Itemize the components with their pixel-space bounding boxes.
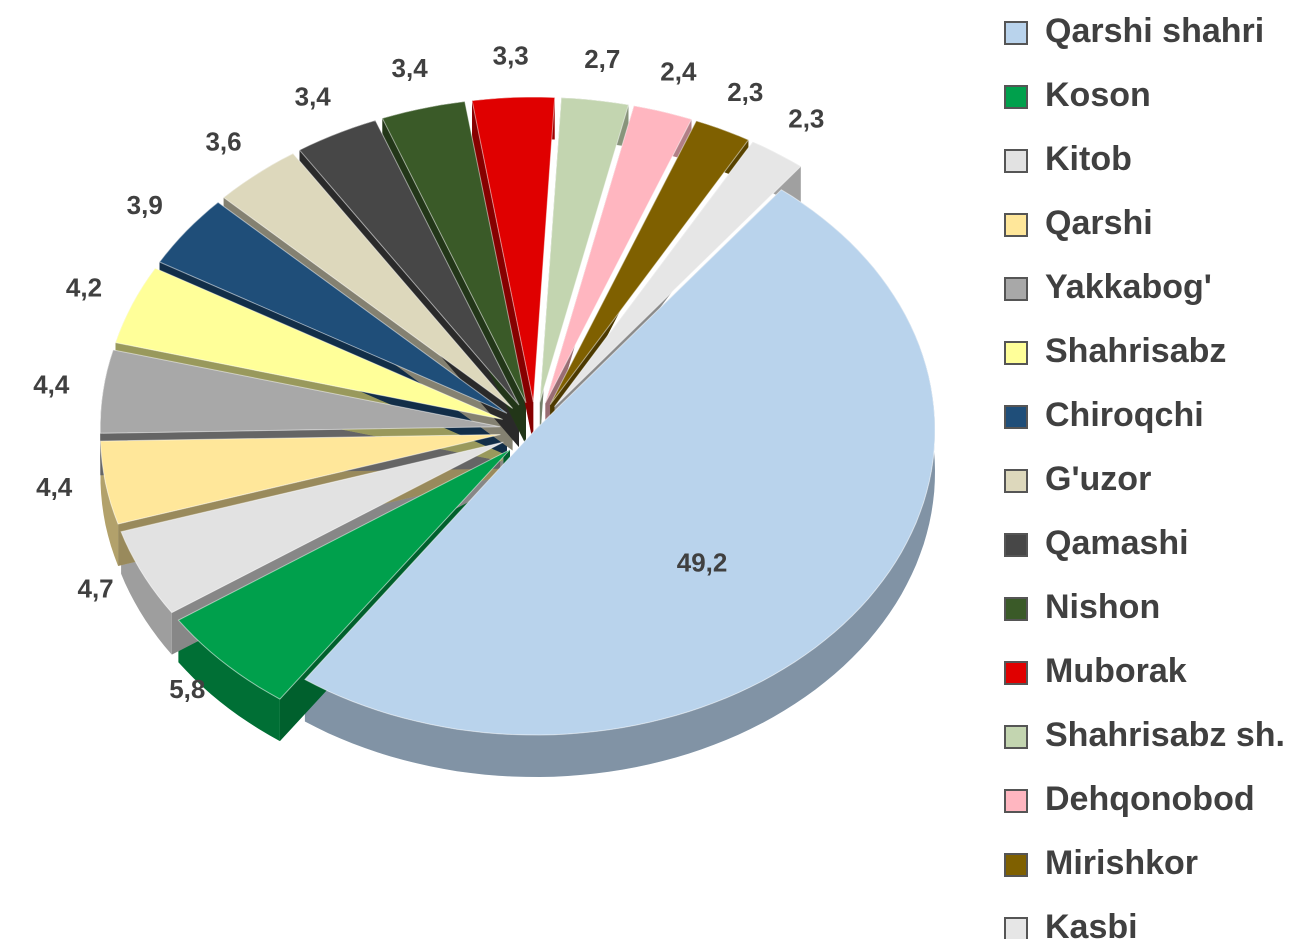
legend-swatch — [1004, 149, 1028, 173]
legend-swatch — [1004, 725, 1028, 749]
slice — [539, 97, 630, 403]
legend-swatch — [1004, 277, 1028, 301]
data-label: 2,3 — [788, 103, 824, 133]
data-label: 3,3 — [493, 41, 529, 71]
legend-swatch — [1004, 469, 1028, 493]
data-label: 2,4 — [660, 57, 697, 87]
slice-side-shade — [178, 620, 280, 742]
slice-side — [178, 620, 280, 742]
legend-label: Qarshi shahri — [1045, 12, 1264, 50]
legend-label: Dehqonobod — [1045, 780, 1255, 818]
legend-label: Qamashi — [1045, 524, 1189, 562]
slice — [544, 105, 693, 404]
data-label: 49,2 — [677, 547, 728, 577]
data-label: 4,4 — [36, 472, 73, 502]
legend-swatch — [1004, 21, 1028, 45]
legend-swatch — [1004, 789, 1028, 813]
legend-swatch — [1004, 341, 1028, 365]
slice — [99, 434, 501, 525]
legend-label: Shahrisabz — [1045, 332, 1226, 370]
slice-side-shade — [304, 189, 935, 777]
slice-side — [304, 189, 935, 777]
slice — [381, 100, 527, 404]
data-label: 4,4 — [33, 370, 70, 400]
legend-label: Kitob — [1045, 140, 1132, 178]
data-label: 3,9 — [127, 190, 163, 220]
legend-swatch — [1004, 597, 1028, 621]
slice — [177, 449, 511, 700]
legend-swatch — [1004, 853, 1028, 877]
legend-label: Yakkabog' — [1045, 268, 1212, 306]
legend-swatch — [1004, 917, 1028, 939]
legend-label: Qarshi — [1045, 204, 1153, 242]
data-label: 2,3 — [727, 77, 763, 107]
slice — [120, 441, 504, 614]
slice — [222, 152, 513, 409]
legend-swatch — [1004, 661, 1028, 685]
slice — [158, 201, 508, 414]
legend-label: Muborak — [1045, 652, 1187, 690]
legend-label: Kasbi — [1045, 908, 1138, 939]
legend-label: Koson — [1045, 76, 1151, 114]
slice-side — [121, 531, 172, 655]
legend-swatch — [1004, 213, 1028, 237]
data-label: 3,4 — [295, 81, 332, 111]
slice — [549, 120, 750, 405]
slice-side — [100, 441, 119, 566]
legend-label: Nishon — [1045, 588, 1160, 626]
slice — [99, 349, 501, 434]
legend-swatch — [1004, 85, 1028, 109]
legend-label: G'uzor — [1045, 460, 1151, 498]
slice-wall — [472, 100, 534, 444]
slice — [554, 141, 802, 408]
data-label: 4,2 — [66, 272, 102, 302]
slice-wall-shade — [472, 100, 534, 444]
legend-label: Shahrisabz sh. — [1045, 716, 1285, 754]
legend-label: Mirishkor — [1045, 844, 1198, 882]
data-label: 5,8 — [169, 674, 205, 704]
data-label: 4,7 — [78, 574, 114, 604]
legend-swatch — [1004, 405, 1028, 429]
legend-label: Chiroqchi — [1045, 396, 1204, 434]
data-label: 2,7 — [584, 44, 620, 74]
legend-swatch — [1004, 533, 1028, 557]
slice-side-shade — [121, 531, 172, 655]
slice — [471, 96, 556, 403]
slice-side-shade — [100, 441, 119, 566]
slice — [114, 267, 503, 420]
slice — [298, 119, 520, 406]
data-label: 3,4 — [392, 53, 429, 83]
data-label: 3,6 — [205, 126, 241, 156]
slice — [304, 189, 936, 736]
